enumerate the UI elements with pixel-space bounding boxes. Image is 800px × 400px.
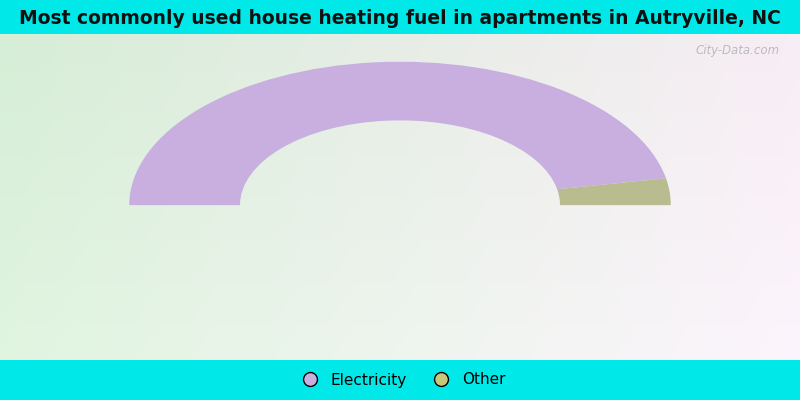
Wedge shape — [130, 62, 666, 205]
Text: City-Data.com: City-Data.com — [696, 44, 780, 57]
Text: Most commonly used house heating fuel in apartments in Autryville, NC: Most commonly used house heating fuel in… — [19, 9, 781, 28]
Wedge shape — [557, 178, 670, 205]
Legend: Electricity, Other: Electricity, Other — [288, 366, 512, 394]
